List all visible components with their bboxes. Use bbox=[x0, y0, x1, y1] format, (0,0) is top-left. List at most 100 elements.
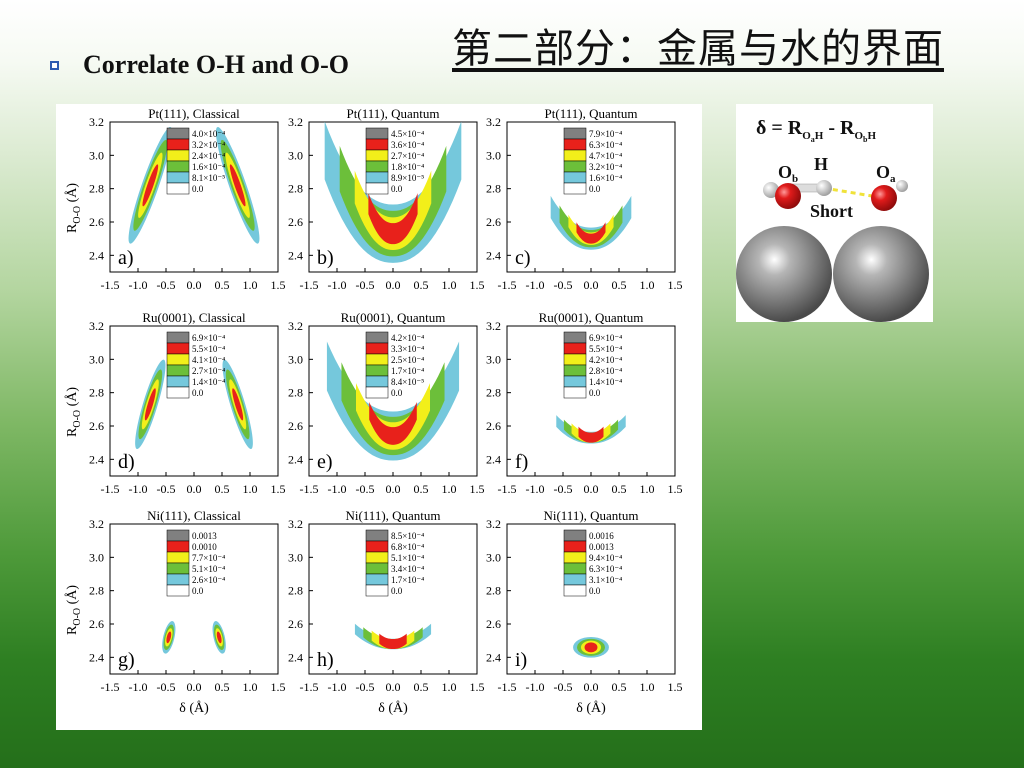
y-tick-label: 2.8 bbox=[288, 182, 303, 196]
y-tick-label: 2.8 bbox=[288, 584, 303, 598]
contour-bands bbox=[324, 122, 462, 263]
contour-bands bbox=[573, 637, 609, 658]
y-tick-label: 2.4 bbox=[486, 452, 501, 466]
legend-swatch bbox=[166, 529, 190, 542]
legend-swatch bbox=[563, 551, 587, 564]
oxygen-atom-ob-icon bbox=[775, 183, 801, 209]
legend-swatch bbox=[365, 540, 389, 553]
legend-label: 2.4×10⁻⁴ bbox=[192, 151, 225, 161]
legend-swatch bbox=[563, 160, 587, 173]
x-tick-label: 0.0 bbox=[386, 680, 401, 694]
contour-panel-f: Ru(0001), Quantum f) -1.5 -1.0 -0.5 0.0 0.5 1.0… bbox=[486, 310, 683, 496]
x-tick-label: -1.5 bbox=[498, 482, 517, 496]
x-tick-label: -1.0 bbox=[526, 680, 545, 694]
legend-swatch bbox=[166, 149, 190, 162]
y-tick-label: 2.6 bbox=[288, 215, 303, 229]
hydrogen-atom-icon bbox=[896, 180, 908, 192]
atom-label-h: H bbox=[814, 154, 828, 174]
inset-diagram: δ = ROaH - RObH Ob H Oa Short bbox=[736, 104, 933, 322]
x-tick-label: 0.5 bbox=[414, 278, 429, 292]
legend-swatch bbox=[166, 375, 190, 388]
legend-label: 1.8×10⁻⁴ bbox=[391, 162, 424, 172]
panel-letter: b) bbox=[317, 247, 334, 269]
hydrogen-atom-icon bbox=[763, 182, 779, 198]
legend-label: 1.4×10⁻⁴ bbox=[589, 377, 622, 387]
bullet-item: Correlate O-H and O-O bbox=[50, 50, 349, 80]
contour-bands bbox=[128, 127, 260, 244]
legend-swatch bbox=[166, 127, 190, 140]
contour-figure: Pt(111), Classical a) -1.5 -1.0 -0.5 0.0 0.5 1.… bbox=[56, 104, 702, 730]
x-tick-label: 1.5 bbox=[271, 482, 286, 496]
plot-frame bbox=[109, 523, 279, 675]
contour-panel-a: Pt(111), Classical a) -1.5 -1.0 -0.5 0.0 0.5 1.… bbox=[64, 106, 286, 292]
x-tick-label: -0.5 bbox=[554, 278, 573, 292]
x-tick-label: 1.5 bbox=[271, 278, 286, 292]
legend-swatch bbox=[563, 584, 587, 597]
contour-panel-i: Ni(111), Quantum i) -1.5 -1.0 -0.5 0.0 0.5 1.0 1… bbox=[486, 508, 683, 716]
x-tick-label: -0.5 bbox=[157, 680, 176, 694]
legend-swatch bbox=[365, 149, 389, 162]
legend-swatch bbox=[166, 342, 190, 355]
x-tick-label: 1.5 bbox=[668, 482, 683, 496]
panel-letter: a) bbox=[118, 247, 134, 269]
legend-label: 3.3×10⁻⁴ bbox=[391, 344, 424, 354]
contour-panel-g: Ni(111), Classical g) -1.5 -1.0 -0.5 0.0 0.5 1.… bbox=[64, 508, 286, 716]
legend-label: 0.0 bbox=[192, 586, 204, 596]
density-lobe bbox=[142, 164, 159, 207]
y-tick-label: 3.0 bbox=[89, 148, 104, 162]
legend-swatch bbox=[563, 342, 587, 355]
legend-label: 3.2×10⁻⁴ bbox=[192, 140, 225, 150]
x-tick-label: -1.0 bbox=[328, 278, 347, 292]
legend-label: 0.0 bbox=[589, 184, 601, 194]
panel-letter: f) bbox=[515, 451, 528, 473]
panel-title: Pt(111), Quantum bbox=[545, 106, 638, 121]
legend-label: 0.0 bbox=[589, 586, 601, 596]
x-tick-label: -1.0 bbox=[129, 680, 148, 694]
legend-swatch bbox=[563, 182, 587, 195]
panel-title: Ru(0001), Quantum bbox=[539, 310, 644, 325]
x-tick-label: 1.0 bbox=[442, 482, 457, 496]
legend-label: 5.1×10⁻⁴ bbox=[192, 564, 225, 574]
x-tick-label: -0.5 bbox=[356, 482, 375, 496]
y-tick-label: 2.4 bbox=[89, 248, 104, 262]
legend-label: 4.2×10⁻⁴ bbox=[391, 333, 424, 343]
panel-title: Ni(111), Quantum bbox=[345, 508, 440, 523]
y-tick-label: 2.6 bbox=[486, 419, 501, 433]
x-tick-label: -0.5 bbox=[554, 680, 573, 694]
legend-label: 1.4×10⁻⁴ bbox=[192, 377, 225, 387]
density-arc bbox=[355, 383, 431, 450]
legend-swatch bbox=[365, 331, 389, 344]
y-tick-label: 2.8 bbox=[89, 182, 104, 196]
y-axis-label: RO-O (Å) bbox=[64, 387, 83, 437]
panel-title: Ru(0001), Classical bbox=[142, 310, 246, 325]
legend-label: 6.9×10⁻⁴ bbox=[192, 333, 225, 343]
legend-label: 6.3×10⁻⁴ bbox=[589, 140, 622, 150]
contour-bands bbox=[556, 415, 626, 444]
x-tick-label: 0.5 bbox=[215, 482, 230, 496]
density-blob bbox=[584, 642, 598, 653]
panel-title: Ni(111), Classical bbox=[147, 508, 241, 523]
x-tick-label: -0.5 bbox=[157, 482, 176, 496]
legend-label: 0.0 bbox=[391, 184, 403, 194]
y-tick-label: 2.8 bbox=[89, 584, 104, 598]
legend-label: 8.4×10⁻⁵ bbox=[391, 377, 424, 387]
y-tick-label: 3.0 bbox=[89, 352, 104, 366]
legend-swatch bbox=[166, 551, 190, 564]
legend-label: 0.0 bbox=[589, 388, 601, 398]
x-axis-label: δ (Å) bbox=[576, 700, 606, 716]
y-tick-label: 3.0 bbox=[288, 148, 303, 162]
legend-swatch bbox=[365, 529, 389, 542]
legend-swatch bbox=[563, 138, 587, 151]
x-tick-label: -1.0 bbox=[328, 680, 347, 694]
x-tick-label: 1.0 bbox=[640, 482, 655, 496]
legend-label: 0.0 bbox=[391, 388, 403, 398]
legend-swatch bbox=[365, 127, 389, 140]
x-tick-label: 0.0 bbox=[187, 680, 202, 694]
delta-formula: δ = ROaH - RObH bbox=[756, 117, 876, 144]
y-tick-label: 3.2 bbox=[288, 517, 303, 531]
legend-label: 3.6×10⁻⁴ bbox=[391, 140, 424, 150]
hydrogen-atom-icon bbox=[816, 180, 832, 196]
legend-swatch bbox=[166, 573, 190, 586]
legend-swatch bbox=[563, 331, 587, 344]
x-tick-label: -1.5 bbox=[300, 482, 319, 496]
